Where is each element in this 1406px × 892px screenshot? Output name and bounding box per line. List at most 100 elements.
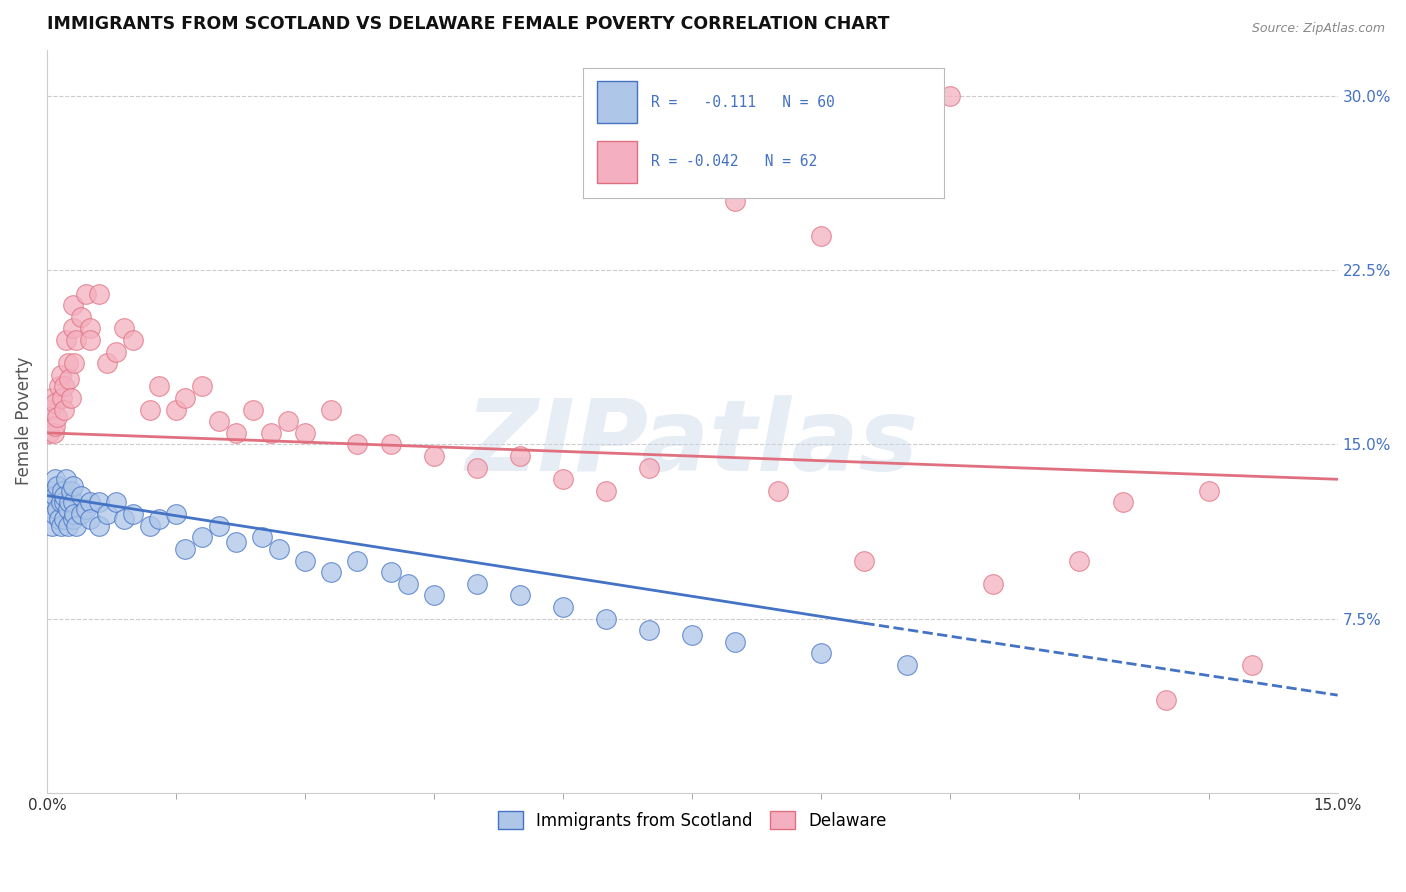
Point [380,437,402,451]
Point [319,402,342,417]
Point [939,89,962,103]
Point [810,646,832,660]
Point [39,495,62,509]
Point [259,425,281,440]
Point [595,611,617,625]
Point [79,333,101,347]
Point [380,565,402,579]
Point [768,483,790,498]
Point [319,565,342,579]
Point [87,495,110,509]
Point [39,402,62,417]
Text: IMMIGRANTS FROM SCOTLAND VS DELAWARE FEMALE POVERTY CORRELATION CHART: IMMIGRANTS FROM SCOTLAND VS DELAWARE FEM… [46,15,890,33]
Point [148,512,170,526]
Point [225,535,247,549]
Point [269,541,291,556]
Point [55,333,77,347]
Point [49,495,72,509]
Point [62,512,84,526]
Point [810,228,832,243]
Point [58,495,80,509]
Point [62,321,84,335]
Point [62,298,84,312]
Point [65,518,87,533]
Legend: Immigrants from Scotland, Delaware: Immigrants from Scotland, Delaware [492,805,893,837]
Point [423,449,446,463]
Point [853,553,876,567]
Point [44,472,66,486]
Point [42,507,65,521]
Point [70,310,93,324]
Point [53,379,76,393]
Point [122,507,145,521]
Point [51,391,73,405]
Point [62,495,84,509]
Point [122,333,145,347]
Point [96,507,118,521]
Point [509,449,531,463]
Point [58,372,80,386]
Point [553,599,575,614]
Point [638,623,661,637]
Point [724,194,747,208]
Point [681,159,703,173]
Point [242,402,264,417]
Point [148,379,170,393]
Point [41,518,63,533]
Point [79,495,101,509]
Point [346,437,368,451]
Point [96,356,118,370]
Point [46,409,69,424]
Point [983,576,1005,591]
Point [42,425,65,440]
Point [896,657,918,672]
Point [896,159,918,173]
Point [595,483,617,498]
Point [87,518,110,533]
Point [465,576,488,591]
Point [104,495,127,509]
Point [59,483,82,498]
Point [63,507,86,521]
Point [1069,553,1091,567]
Point [70,489,93,503]
Point [38,425,60,440]
Point [46,479,69,493]
Point [191,379,214,393]
Point [41,391,63,405]
Point [65,333,87,347]
Point [1240,657,1263,672]
Point [139,518,162,533]
Point [191,530,214,544]
Point [46,502,69,516]
Point [346,553,368,567]
Point [49,368,72,382]
Point [79,512,101,526]
Point [165,402,187,417]
Point [53,402,76,417]
Point [48,512,70,526]
Point [294,425,316,440]
Point [1111,495,1133,509]
Point [423,588,446,602]
Point [44,418,66,433]
Point [48,379,70,393]
Point [509,588,531,602]
Point [1154,693,1177,707]
Point [62,479,84,493]
Point [51,483,73,498]
Point [465,460,488,475]
Point [638,460,661,475]
Point [165,507,187,521]
Point [87,286,110,301]
Text: ZIPatlas: ZIPatlas [465,395,920,492]
Point [277,414,299,428]
Point [75,502,97,516]
Point [173,541,195,556]
Point [55,472,77,486]
Point [75,286,97,301]
Point [53,489,76,503]
Point [56,502,79,516]
Point [104,344,127,359]
Point [681,628,703,642]
